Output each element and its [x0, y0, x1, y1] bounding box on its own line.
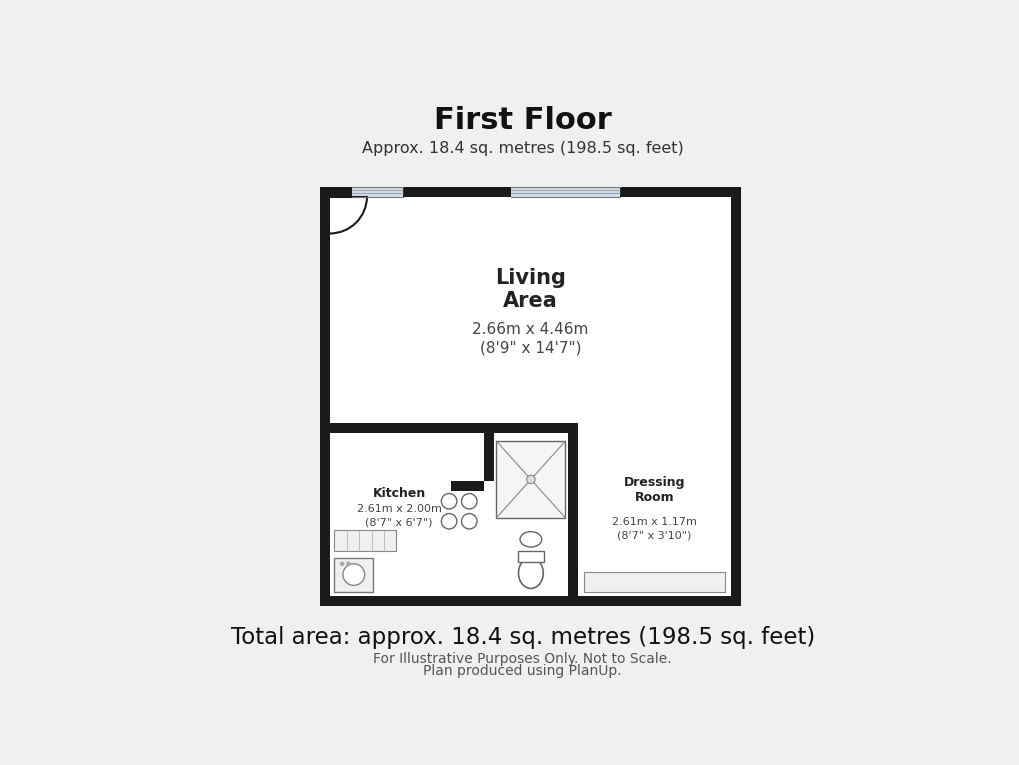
Text: (8'9" x 14'7"): (8'9" x 14'7")	[479, 340, 581, 356]
Ellipse shape	[520, 532, 541, 547]
Text: Total area: approx. 18.4 sq. metres (198.5 sq. feet): Total area: approx. 18.4 sq. metres (198…	[230, 627, 814, 649]
Text: (8'7" x 6'7"): (8'7" x 6'7")	[365, 517, 432, 527]
Text: (8'7" x 3'10"): (8'7" x 3'10")	[616, 530, 691, 540]
Bar	[319, 187, 329, 606]
Bar	[319, 187, 741, 197]
Circle shape	[441, 493, 457, 509]
Text: First Floor: First Floor	[433, 106, 611, 135]
Bar	[451, 480, 484, 490]
Circle shape	[461, 513, 477, 529]
Text: Living
Area: Living Area	[494, 269, 566, 311]
Text: 2.61m x 2.00m: 2.61m x 2.00m	[357, 504, 441, 514]
Text: Approx. 18.4 sq. metres (198.5 sq. feet): Approx. 18.4 sq. metres (198.5 sq. feet)	[362, 141, 683, 155]
Bar	[518, 551, 543, 562]
Bar	[511, 187, 619, 197]
Bar	[731, 187, 741, 606]
Circle shape	[526, 475, 535, 483]
Bar	[568, 423, 577, 596]
Circle shape	[461, 493, 477, 509]
Text: Dressing
Room: Dressing Room	[624, 476, 685, 503]
Bar	[319, 596, 741, 606]
Bar	[334, 530, 396, 552]
Text: Milburys: Milburys	[354, 353, 691, 427]
Ellipse shape	[518, 558, 543, 588]
Text: For Illustrative Purposes Only. Not to Scale.: For Illustrative Purposes Only. Not to S…	[373, 652, 672, 666]
Circle shape	[342, 564, 365, 585]
Bar	[329, 423, 577, 433]
Bar	[319, 187, 741, 606]
Text: SALES   LETTINGS   MANAGEMENT: SALES LETTINGS MANAGEMENT	[422, 423, 623, 436]
Circle shape	[339, 562, 344, 566]
Bar	[484, 433, 493, 480]
Text: 2.66m x 4.46m: 2.66m x 4.46m	[472, 322, 588, 337]
Text: 2.61m x 1.17m: 2.61m x 1.17m	[611, 517, 696, 527]
Circle shape	[441, 513, 457, 529]
Bar	[584, 571, 725, 591]
Text: Kitchen: Kitchen	[372, 487, 425, 500]
Circle shape	[345, 562, 351, 566]
Text: Plan produced using PlanUp.: Plan produced using PlanUp.	[423, 664, 622, 678]
Bar	[334, 558, 373, 591]
Bar	[352, 187, 403, 197]
Bar	[496, 441, 565, 518]
